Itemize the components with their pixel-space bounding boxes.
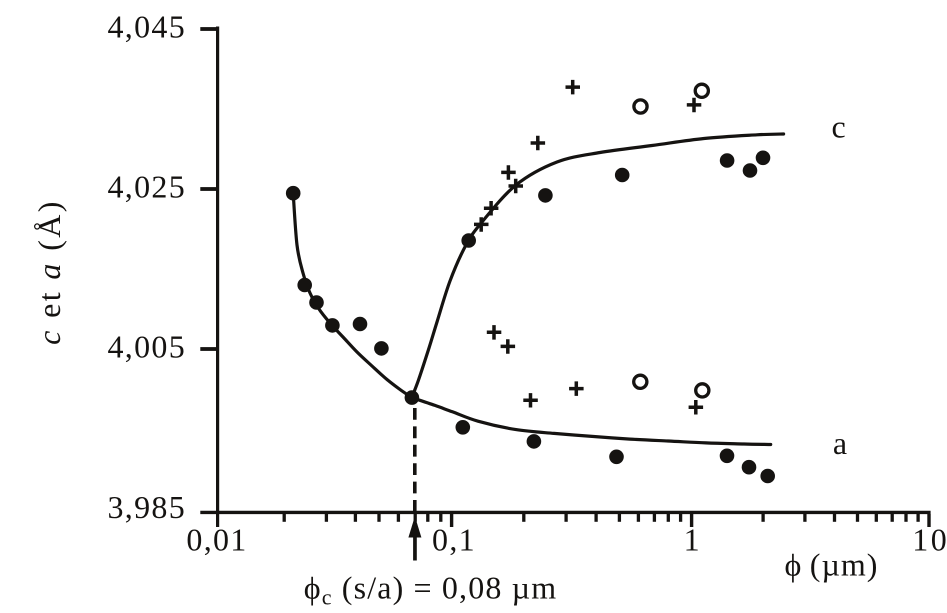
svg-text:c et a (Å): c et a (Å) bbox=[31, 199, 67, 345]
svg-text:4,045: 4,045 bbox=[108, 8, 187, 44]
svg-text:4,025: 4,025 bbox=[108, 168, 187, 204]
svg-text:ϕ (µm): ϕ (µm) bbox=[785, 547, 879, 583]
svg-text:4,005: 4,005 bbox=[108, 329, 187, 365]
svg-text:0,01: 0,01 bbox=[186, 521, 247, 557]
svg-text:c: c bbox=[831, 109, 845, 145]
svg-text:ϕc (s/a) = 0,08 µm: ϕc (s/a) = 0,08 µm bbox=[304, 570, 558, 610]
svg-text:1: 1 bbox=[684, 521, 700, 557]
svg-text:10: 10 bbox=[912, 521, 947, 557]
svg-text:3,985: 3,985 bbox=[108, 489, 187, 525]
svg-text:a: a bbox=[833, 425, 847, 461]
svg-text:0,1: 0,1 bbox=[432, 521, 476, 557]
